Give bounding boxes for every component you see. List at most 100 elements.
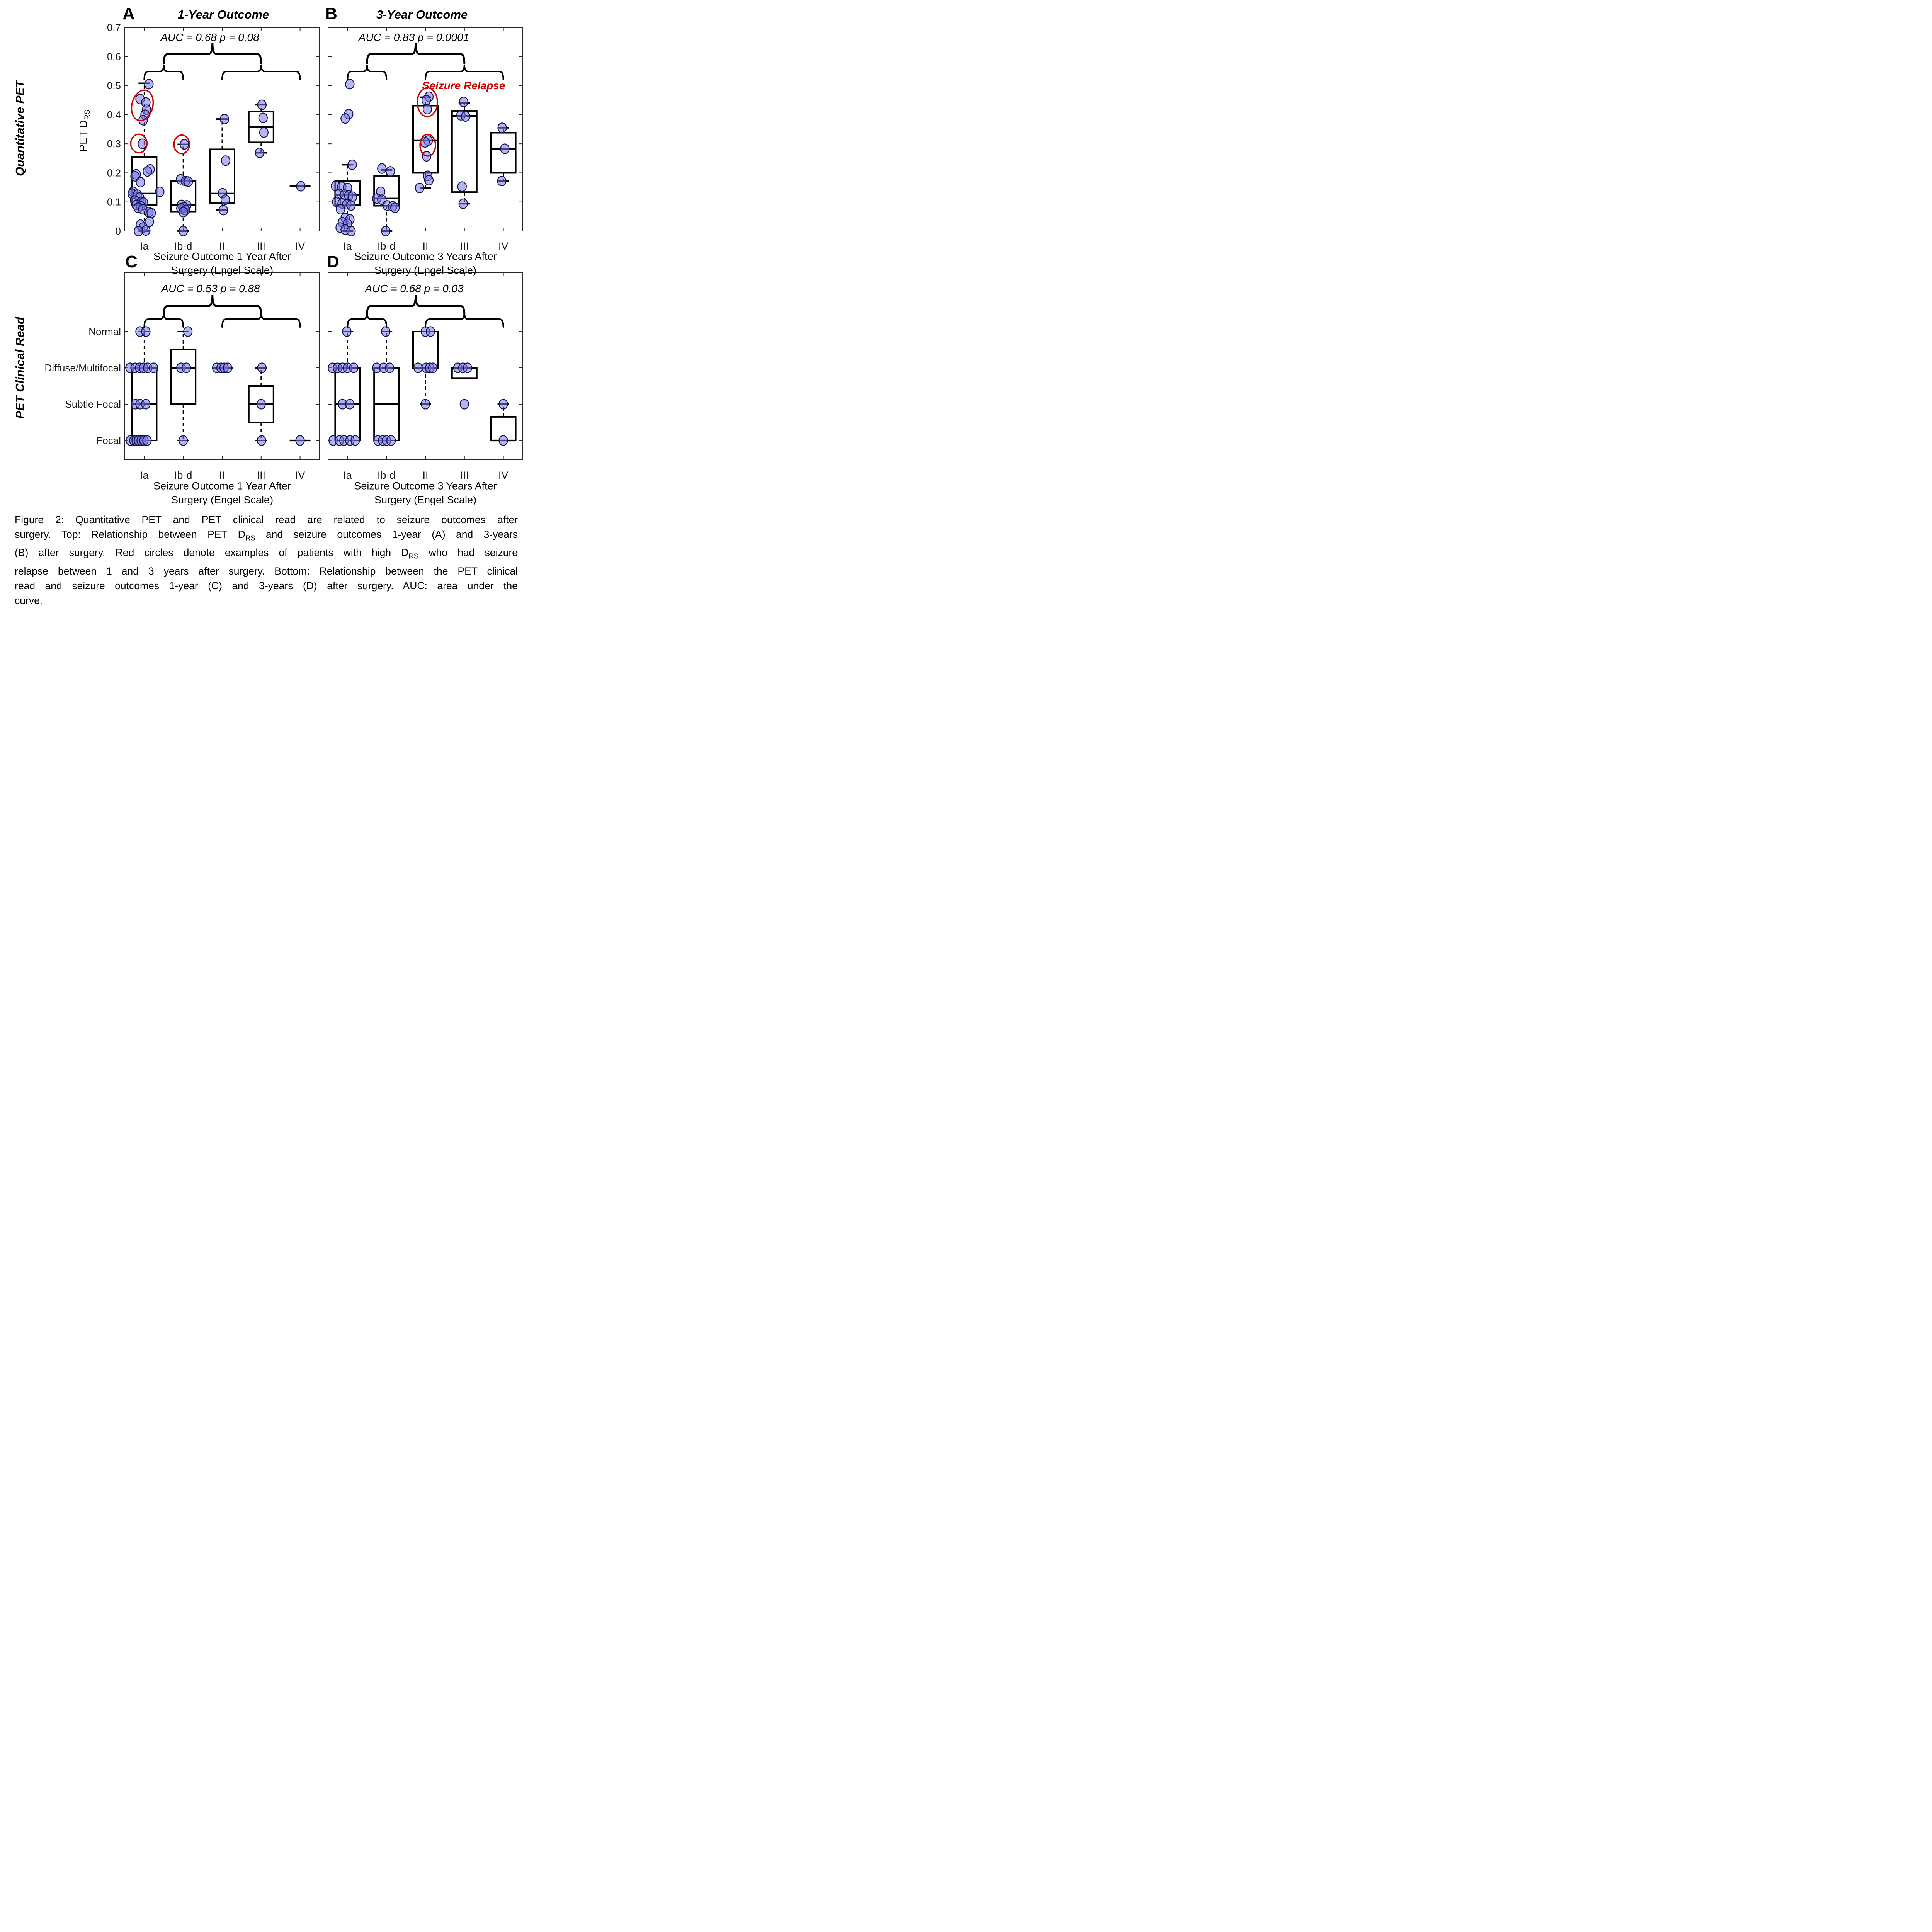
panel-C-points-Ia <box>125 326 158 446</box>
panel-C-braces <box>143 294 301 328</box>
panel-a-title: 1-Year Outcome <box>177 8 269 21</box>
data-point <box>219 114 230 124</box>
data-point <box>142 435 152 446</box>
data-point <box>497 122 507 133</box>
data-point <box>146 207 156 218</box>
panel-A-points-Ia <box>128 79 165 236</box>
y-tick-label: 0.2 <box>107 167 121 179</box>
caption-line: Figure 2: Quantitative PET and PET clini… <box>15 514 518 526</box>
y-tick-label: 0.6 <box>107 51 121 62</box>
data-point <box>180 139 189 150</box>
x-category-label: Ia <box>140 240 149 252</box>
panel-b-xlabel-line2: Surgery (Engel Scale) <box>374 264 477 276</box>
data-point <box>385 362 395 373</box>
x-category-label: Ia <box>343 469 352 481</box>
data-point <box>381 326 391 337</box>
x-category-label: III <box>257 469 266 481</box>
data-point <box>415 182 425 194</box>
data-point <box>497 175 507 187</box>
figure-page: 0 0.1 0.2 0.3 0.4 0.5 0.6 0.7 Ia Ib-d II III IV Ia Ib-… <box>0 0 532 637</box>
caption-line: read and seizure outcomes 1-year (C) and… <box>15 580 518 592</box>
panel-D-points-Ia <box>328 326 360 446</box>
y-axis-label-text: PET D <box>77 120 90 152</box>
panel-D-points-Ib-d <box>372 326 396 446</box>
panel-b-title: 3-Year Outcome <box>376 8 468 21</box>
data-point <box>257 99 267 110</box>
data-point <box>143 166 152 177</box>
data-point <box>386 166 395 177</box>
panel-C-graphics: Focal Subtle Focal Diffuse/Multifocal Norma… <box>45 272 320 481</box>
data-point <box>342 326 352 337</box>
data-point <box>218 205 228 216</box>
data-point <box>183 326 193 337</box>
figure-caption: Figure 2: Quantitative PET and PET clini… <box>15 512 518 608</box>
panel-c-letter: C <box>125 252 138 271</box>
y-tick-label: 0.1 <box>107 196 121 208</box>
y-category-label: Focal <box>96 435 121 446</box>
data-point <box>149 362 158 373</box>
data-point <box>256 399 266 410</box>
y-tick-label: 0.5 <box>107 80 121 92</box>
data-point <box>390 202 400 213</box>
data-point <box>425 326 435 337</box>
data-point <box>145 216 154 227</box>
data-point <box>459 399 469 410</box>
y-category-label: Subtle Focal <box>65 398 121 410</box>
data-point <box>428 362 438 373</box>
x-category-label: IV <box>498 240 509 252</box>
panel-a-auc-label: AUC = 0.68 p = 0.08 <box>160 31 259 43</box>
data-point <box>421 95 431 105</box>
x-category-label: Ib-d <box>378 240 396 252</box>
x-category-label: Ib-d <box>174 240 192 252</box>
seizure-relapse-circle <box>131 89 154 121</box>
data-point <box>458 198 468 209</box>
data-point <box>295 435 305 446</box>
x-category-label: II <box>219 240 225 252</box>
seizure-relapse-circle <box>173 134 190 155</box>
data-point <box>377 163 387 174</box>
data-point <box>136 177 145 188</box>
x-category-label: IV <box>295 469 305 481</box>
data-point <box>422 104 432 115</box>
y-category-label: Normal <box>88 326 121 337</box>
x-category-label: Ib-d <box>378 469 396 481</box>
data-point <box>258 112 268 123</box>
data-point <box>220 194 230 205</box>
data-point <box>461 111 470 122</box>
caption-line: curve. <box>15 594 43 606</box>
row1-section-label: Quantitative PET <box>13 80 27 177</box>
data-point <box>457 181 467 192</box>
y-category-label: Diffuse/Multifocal <box>45 362 121 374</box>
panel-a-xlabel-line2: Surgery (Engel Scale) <box>171 264 274 276</box>
x-category-label: II <box>422 469 428 481</box>
panel-d-xlabel-line2: Surgery (Engel Scale) <box>374 494 477 506</box>
panel-B-points-III <box>456 97 470 209</box>
panel-A-points-Ib-d <box>176 139 193 236</box>
seizure-relapse-circle <box>419 134 436 157</box>
panel-D-graphics: Ia Ib-d II III IV <box>328 272 523 481</box>
data-point <box>346 226 356 236</box>
y-tick-label: 0.3 <box>107 138 121 150</box>
panel-A-points-II <box>218 114 231 216</box>
panel-C-points-II <box>212 362 233 373</box>
panel-C-box-Ia <box>131 331 158 441</box>
panel-c-xlabel-line2: Surgery (Engel Scale) <box>171 494 274 506</box>
x-category-label: II <box>219 469 225 481</box>
seizure-relapse-label: Seizure Relapse <box>422 80 505 92</box>
panel-A-points-IV <box>296 181 306 192</box>
panel-a-xlabel-line1: Seizure Outcome 1 Year After <box>153 250 291 262</box>
x-category-label: IV <box>295 240 305 252</box>
seizure-relapse-circle <box>417 87 438 117</box>
data-point <box>296 181 306 192</box>
caption-line: surgery. Top: Relationship between PET D… <box>15 529 518 542</box>
panel-d-auc-label: AUC = 0.68 p = 0.03 <box>365 282 464 294</box>
data-point <box>424 175 434 185</box>
data-point <box>138 138 147 149</box>
panel-d-xlabel-line1: Seizure Outcome 3 Years After <box>354 480 497 492</box>
panel-D-box-Ia <box>334 331 361 441</box>
panel-B-box-IV <box>490 127 517 182</box>
panel-b-xlabel-line1: Seizure Outcome 3 Years After <box>354 250 497 262</box>
panel-A-braces <box>143 42 301 80</box>
panel-C-points-III <box>256 362 267 446</box>
x-category-label: II <box>422 240 428 252</box>
